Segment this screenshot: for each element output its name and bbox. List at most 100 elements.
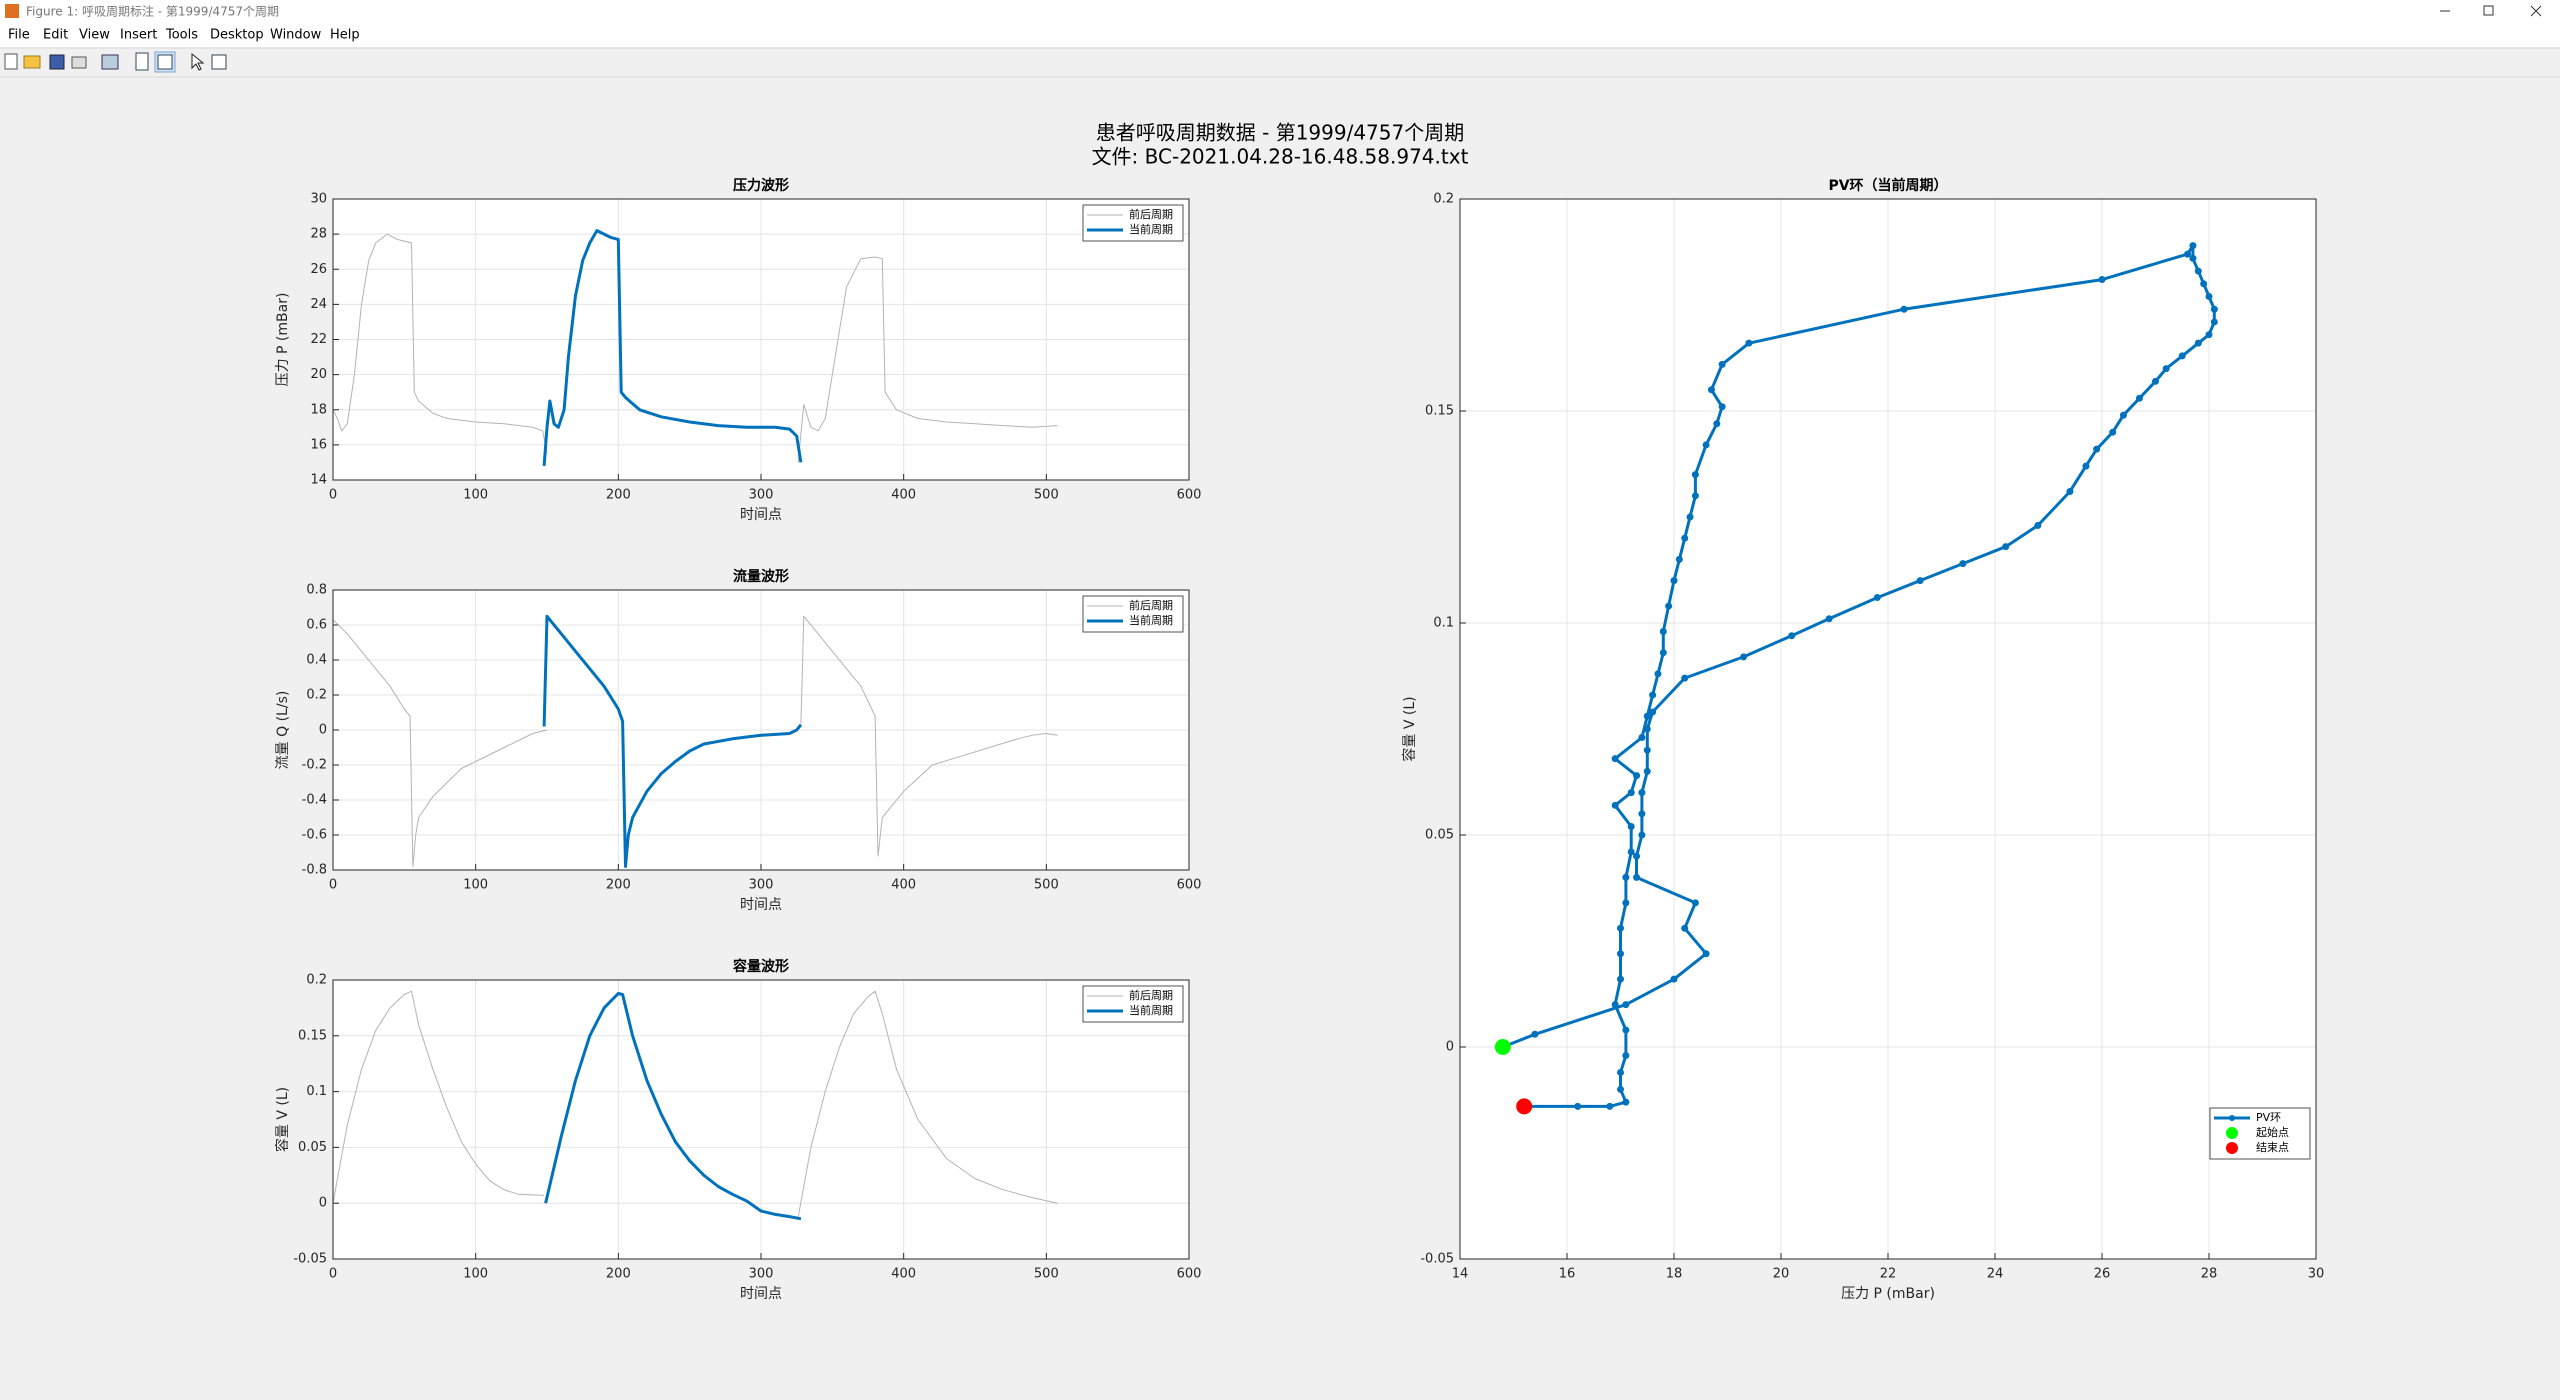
x-axis-label: 压力 P (mBar) [1841, 1286, 1935, 1302]
x-tick-label: 400 [891, 878, 916, 893]
menu-item[interactable]: View [79, 28, 110, 43]
data-point [1659, 649, 1667, 657]
y-tick-label: 30 [310, 192, 327, 207]
toolbar [4, 51, 227, 73]
y-tick-label: 0 [1446, 1040, 1454, 1055]
hide-tools-icon[interactable] [135, 52, 149, 71]
data-point [1633, 852, 1641, 860]
menu: File Edit View Insert Tools Desktop Wind… [8, 28, 360, 43]
data-point [1638, 789, 1646, 797]
data-point [2135, 394, 2143, 402]
y-tick-label: 16 [310, 437, 327, 452]
x-tick-label: 300 [749, 488, 774, 503]
data-point [1649, 708, 1657, 716]
data-point [1633, 873, 1641, 881]
x-tick-label: 16 [1559, 1267, 1576, 1282]
data-point [1643, 712, 1651, 720]
y-tick-label: 0 [319, 723, 327, 738]
data-point [1681, 924, 1689, 932]
y-tick-label: 0.2 [1433, 192, 1454, 207]
save-icon[interactable] [49, 54, 65, 70]
x-tick-label: 600 [1177, 1267, 1202, 1282]
x-tick-label: 100 [463, 878, 488, 893]
x-tick-label: 14 [1452, 1267, 1469, 1282]
property-icon[interactable] [211, 54, 227, 70]
legend-box [1082, 985, 1184, 1023]
data-point [2210, 318, 2218, 326]
x-tick-label: 300 [749, 1267, 774, 1282]
data-point [1825, 615, 1833, 623]
menu-item[interactable]: Insert [120, 28, 157, 43]
legend-marker [2226, 1127, 2238, 1139]
data-point [1900, 305, 1908, 313]
menu-item[interactable]: Tools [165, 28, 198, 43]
y-tick-label: 0.05 [1425, 828, 1454, 843]
legend-label: 前后周期 [1129, 207, 1173, 221]
data-point [1665, 602, 1673, 610]
data-point [1691, 471, 1699, 479]
y-tick-label: 0.1 [306, 1084, 327, 1099]
x-axis-label: 时间点 [740, 1286, 782, 1302]
data-point [2194, 267, 2202, 275]
chart-title: PV环（当前周期） [1828, 177, 1947, 194]
data-point [1633, 772, 1641, 780]
x-tick-label: 22 [1880, 1267, 1897, 1282]
menu-item[interactable]: Window [270, 28, 322, 43]
x-tick-label: 0 [329, 878, 337, 893]
data-point [1873, 594, 1881, 602]
x-axis-label: 时间点 [740, 507, 782, 523]
menu-item[interactable]: Edit [43, 28, 68, 43]
y-tick-label: -0.6 [302, 828, 327, 843]
y-tick-label: 0.2 [306, 973, 327, 988]
new-icon[interactable] [4, 53, 18, 70]
open-icon[interactable] [23, 55, 41, 69]
y-axis-label: 流量 Q (L/s) [275, 691, 291, 770]
y-tick-label: 0.6 [306, 618, 327, 633]
series-line [542, 229, 803, 467]
menu-item[interactable]: File [8, 28, 30, 43]
data-point [2184, 250, 2192, 258]
data-point [1617, 950, 1624, 958]
data-point [2162, 365, 2170, 373]
data-point [1670, 975, 1678, 983]
legend-label: 结束点 [2256, 1141, 2289, 1154]
window-controls [2440, 5, 2542, 17]
legend-label: 当前周期 [1129, 1003, 1173, 1017]
y-tick-label: 0.1 [1433, 616, 1454, 631]
legend-label: 当前周期 [1129, 222, 1173, 236]
x-tick-label: 200 [606, 878, 631, 893]
data-point [1622, 1098, 1630, 1106]
menu-item[interactable]: Help [330, 28, 360, 43]
series-line [542, 614, 803, 868]
legend-marker [2229, 1115, 2235, 1121]
y-tick-label: 0.8 [306, 583, 327, 598]
close-button[interactable] [2530, 5, 2542, 17]
data-point [1638, 831, 1646, 839]
plots: 0 100 200 300 400 500 600141618202224262830压力波… [274, 177, 2324, 1302]
y-axis-label: 容量 V (L) [274, 1087, 291, 1152]
restore-button[interactable] [2483, 5, 2494, 16]
data-point [1691, 899, 1699, 907]
axes-box [1459, 198, 2317, 1260]
data-point [1627, 823, 1635, 831]
title-bar [0, 0, 2560, 23]
data-point [2098, 276, 2106, 284]
data-point [1622, 873, 1630, 881]
x-tick-label: 500 [1034, 878, 1059, 893]
data-point [1638, 733, 1646, 741]
data-point [1611, 1001, 1619, 1009]
data-point [1622, 899, 1630, 907]
data-point [1606, 1102, 1614, 1110]
dock-icon[interactable] [157, 54, 173, 70]
x-tick-label: 600 [1177, 878, 1202, 893]
menu-item[interactable]: Desktop [210, 28, 264, 43]
x-tick-label: 24 [1987, 1267, 2004, 1282]
data-point [2178, 352, 2186, 360]
print-figure-icon[interactable] [101, 54, 119, 70]
data-point [1643, 767, 1651, 775]
series-line [332, 615, 1058, 867]
data-point [1622, 1001, 1630, 1009]
print-icon[interactable] [71, 56, 87, 69]
pointer-icon[interactable] [191, 52, 205, 71]
